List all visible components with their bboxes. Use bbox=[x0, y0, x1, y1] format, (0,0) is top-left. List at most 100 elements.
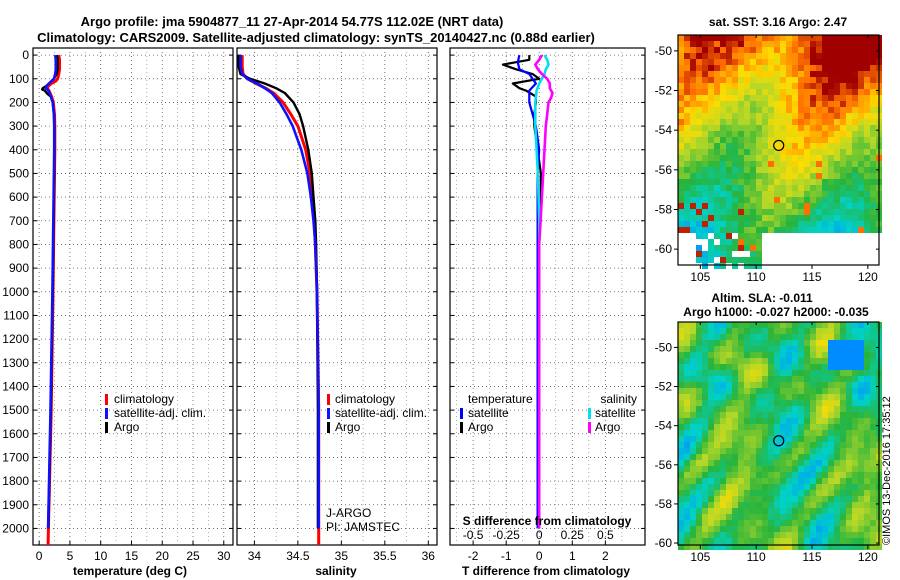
map-cell bbox=[816, 382, 822, 388]
map-cell bbox=[756, 245, 762, 251]
map-cell bbox=[738, 197, 744, 203]
map-cell bbox=[834, 394, 840, 400]
map-cell bbox=[750, 346, 756, 352]
map-cell bbox=[726, 448, 732, 454]
map-cell bbox=[828, 424, 834, 430]
map-cell bbox=[732, 239, 738, 245]
map-cell bbox=[738, 167, 744, 173]
map-cell bbox=[786, 215, 792, 221]
map-cell bbox=[846, 472, 852, 478]
map-cell bbox=[786, 412, 792, 418]
map-cell bbox=[792, 412, 798, 418]
x-tick-label: -1 bbox=[501, 549, 512, 563]
map-cell bbox=[708, 478, 714, 484]
map-cell bbox=[738, 53, 744, 59]
map-cell bbox=[720, 346, 726, 352]
map-cell bbox=[840, 322, 846, 328]
map-cell bbox=[780, 95, 786, 101]
map-cell bbox=[720, 101, 726, 107]
map-cell bbox=[858, 113, 864, 119]
map-cell bbox=[816, 155, 822, 161]
map-cell bbox=[792, 502, 798, 508]
map-cell bbox=[726, 167, 732, 173]
map-cell bbox=[678, 370, 684, 376]
map-cell bbox=[720, 179, 726, 185]
map-cell bbox=[702, 125, 708, 131]
map-cell bbox=[684, 442, 690, 448]
map-cell bbox=[810, 490, 816, 496]
map-cell bbox=[678, 544, 684, 550]
map-cell bbox=[738, 538, 744, 544]
legend-label-argo-t: Argo bbox=[468, 420, 494, 434]
map-y-tick-label: -50 bbox=[655, 340, 673, 354]
map-cell bbox=[756, 233, 762, 239]
map-cell bbox=[684, 370, 690, 376]
map-cell bbox=[810, 149, 816, 155]
map-cell bbox=[738, 424, 744, 430]
map-cell bbox=[840, 454, 846, 460]
map-cell bbox=[846, 119, 852, 125]
map-cell bbox=[780, 143, 786, 149]
map-cell bbox=[774, 388, 780, 394]
map-cell bbox=[720, 161, 726, 167]
map-cell bbox=[678, 322, 684, 328]
map-cell bbox=[702, 322, 708, 328]
map-cell bbox=[714, 412, 720, 418]
map-cell bbox=[798, 526, 804, 532]
map-cell bbox=[786, 334, 792, 340]
salinity-panel: 34 34.5 35 35.5 36 bbox=[236, 47, 438, 563]
map-cell bbox=[858, 71, 864, 77]
map-cell bbox=[816, 442, 822, 448]
map-cell bbox=[804, 436, 810, 442]
map-cell bbox=[852, 352, 858, 358]
map-cell bbox=[738, 185, 744, 191]
map-cell bbox=[774, 364, 780, 370]
map-cell bbox=[756, 328, 762, 334]
map-cell bbox=[744, 113, 750, 119]
map-cell bbox=[726, 197, 732, 203]
map-cell bbox=[684, 532, 690, 538]
map-cell bbox=[708, 71, 714, 77]
map-cell bbox=[726, 340, 732, 346]
map-cell bbox=[864, 155, 870, 161]
map-cell bbox=[804, 472, 810, 478]
map-cell bbox=[780, 185, 786, 191]
map-cell bbox=[858, 460, 864, 466]
map-cell bbox=[726, 257, 732, 263]
map-cell bbox=[780, 125, 786, 131]
map-cell bbox=[732, 472, 738, 478]
map-cell bbox=[810, 209, 816, 215]
map-cell bbox=[870, 65, 876, 71]
map-cell bbox=[726, 251, 732, 257]
map-cell bbox=[762, 472, 768, 478]
map-cell bbox=[708, 227, 714, 233]
map-cell bbox=[828, 376, 834, 382]
map-cell bbox=[690, 406, 696, 412]
map-cell bbox=[798, 149, 804, 155]
map-cell bbox=[846, 406, 852, 412]
map-cell bbox=[816, 538, 822, 544]
difference-panel: -2 -1 0 1 2-0.5 -0.25 0 0.25 0.5 bbox=[449, 47, 646, 563]
map-cell bbox=[834, 400, 840, 406]
map-cell bbox=[852, 496, 858, 502]
map-cell bbox=[834, 53, 840, 59]
map-cell bbox=[792, 358, 798, 364]
map-cell bbox=[816, 418, 822, 424]
map-cell bbox=[792, 173, 798, 179]
map-cell bbox=[864, 532, 870, 538]
map-cell bbox=[786, 221, 792, 227]
map-cell bbox=[840, 227, 846, 233]
map-cell bbox=[774, 502, 780, 508]
map-cell bbox=[834, 328, 840, 334]
map-cell bbox=[822, 125, 828, 131]
x2-tick-label: 0.25 bbox=[561, 528, 585, 542]
map-cell bbox=[798, 364, 804, 370]
map-cell bbox=[768, 490, 774, 496]
map-cell bbox=[810, 520, 816, 526]
depth-tick-label: 2000 bbox=[2, 521, 29, 535]
map-cell bbox=[702, 185, 708, 191]
map-cell bbox=[702, 101, 708, 107]
map-cell bbox=[840, 119, 846, 125]
map-cell bbox=[738, 113, 744, 119]
map-cell bbox=[708, 520, 714, 526]
